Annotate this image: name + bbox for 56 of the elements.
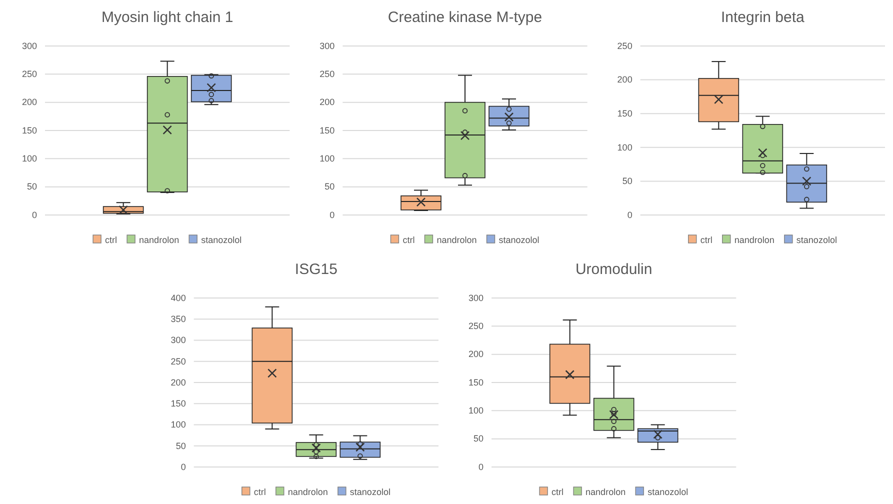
y-tick-label: 100 <box>170 420 186 430</box>
y-tick-label: 50 <box>473 434 484 444</box>
legend-label: stanozolol <box>498 235 540 245</box>
y-tick-label: 150 <box>468 377 484 388</box>
y-tick-label: 100 <box>617 142 632 152</box>
legend-label: stanozolol <box>796 235 837 245</box>
y-tick-label: 50 <box>324 182 335 192</box>
y-tick-label: 0 <box>180 462 186 472</box>
y-tick-label: 150 <box>617 108 632 118</box>
legend-label: nandrolon <box>288 487 328 497</box>
y-tick-label: 50 <box>26 182 37 192</box>
y-tick-label: 100 <box>22 154 37 164</box>
y-tick-label: 350 <box>170 314 186 324</box>
y-tick-label: 300 <box>320 40 335 51</box>
y-tick-label: 0 <box>330 210 335 220</box>
y-tick-label: 250 <box>22 69 37 80</box>
y-tick-label: 200 <box>170 377 186 388</box>
y-tick-label: 0 <box>627 210 632 220</box>
y-tick-label: 50 <box>176 440 186 451</box>
legend-label: ctrl <box>552 487 564 497</box>
legend-label: stanozolol <box>201 235 242 245</box>
y-tick-label: 150 <box>320 125 335 136</box>
chart-title: Integrin beta <box>720 9 806 26</box>
y-tick-label: 400 <box>170 292 186 303</box>
y-tick-label: 50 <box>622 176 632 186</box>
y-tick-label: 200 <box>22 97 37 108</box>
chart-title: Creatine kinase M-type <box>388 9 542 26</box>
legend-label: nandrolon <box>586 487 626 497</box>
legend-label: nandrolon <box>139 235 180 245</box>
y-tick-label: 250 <box>170 356 186 366</box>
y-tick-label: 0 <box>32 210 37 220</box>
y-tick-label: 0 <box>478 462 484 472</box>
legend-label: ctrl <box>105 235 118 245</box>
chart-title: Myosin light chain 1 <box>101 9 234 26</box>
legend-label: ctrl <box>402 235 415 245</box>
y-tick-label: 150 <box>22 125 37 136</box>
y-tick-label: 250 <box>320 69 335 80</box>
y-tick-label: 300 <box>170 335 186 346</box>
chart-title: ISG15 <box>294 261 338 278</box>
legend-label: nandrolon <box>436 235 477 245</box>
legend-label: ctrl <box>254 487 266 497</box>
legend-label: nandrolon <box>734 235 774 245</box>
chart-title: Uromodulin <box>575 261 652 278</box>
y-tick-label: 250 <box>468 321 484 332</box>
y-tick-label: 100 <box>320 154 335 164</box>
legend-label: stanozolol <box>350 487 390 497</box>
y-tick-label: 300 <box>468 292 484 303</box>
legend-label: stanozolol <box>648 487 688 497</box>
y-tick-label: 300 <box>22 40 37 51</box>
y-tick-label: 200 <box>617 74 632 85</box>
y-tick-label: 250 <box>617 40 632 51</box>
y-tick-label: 100 <box>468 406 484 416</box>
y-tick-label: 200 <box>468 349 484 360</box>
legend-label: ctrl <box>700 235 712 245</box>
y-tick-label: 200 <box>320 97 335 108</box>
y-tick-label: 150 <box>170 398 186 409</box>
